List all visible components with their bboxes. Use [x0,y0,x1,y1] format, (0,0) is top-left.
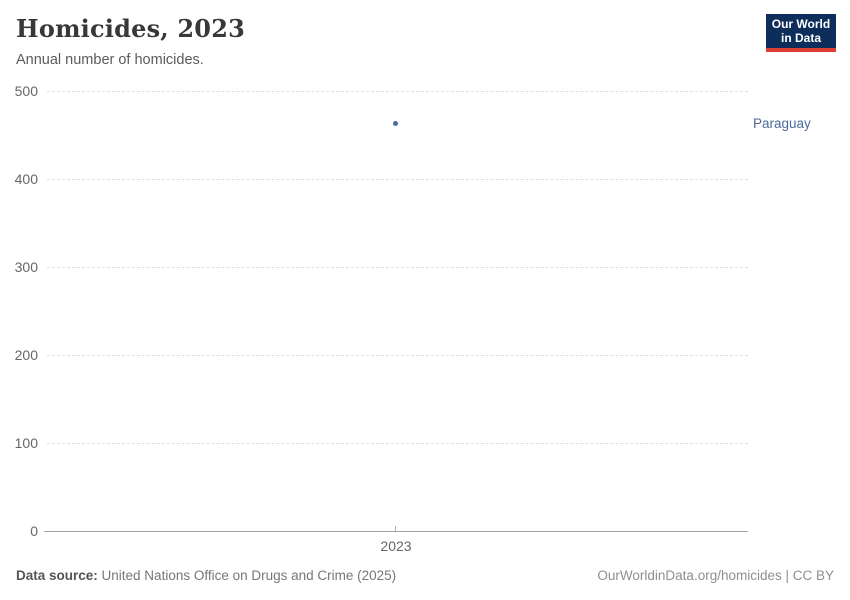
y-axis-tick-label: 100 [14,435,38,451]
owid-logo-line2: in Data [780,31,821,45]
owid-logo[interactable]: Our World in Data [766,14,836,52]
data-source-label: Data source: [16,568,98,583]
y-axis-tick-label: 0 [30,523,38,539]
gridline [47,91,748,92]
owid-logo-line1: Our World [771,17,831,31]
gridline [47,443,748,444]
credit-link[interactable]: OurWorldinData.org/homicides | CC BY [597,568,834,583]
x-axis-line [44,531,748,532]
gridline [47,267,748,268]
gridline [47,355,748,356]
data-point-paraguay[interactable] [393,121,398,126]
data-source-text[interactable]: United Nations Office on Drugs and Crime… [97,568,397,583]
x-axis-tick-label: 2023 [380,538,412,554]
gridline [47,179,748,180]
y-axis-tick-label: 300 [14,259,38,275]
y-axis-tick-label: 200 [14,347,38,363]
chart-title: Homicides, 2023 [16,14,245,43]
chart-subtitle: Annual number of homicides. [16,52,204,68]
chart-footer: Data source: United Nations Office on Dr… [16,568,834,583]
entity-label-paraguay[interactable]: Paraguay [753,116,811,131]
data-source-line[interactable]: Data source: United Nations Office on Dr… [16,568,396,583]
x-axis-tick-mark [395,526,396,531]
y-axis-tick-label: 400 [14,171,38,187]
y-axis-tick-label: 500 [14,83,38,99]
